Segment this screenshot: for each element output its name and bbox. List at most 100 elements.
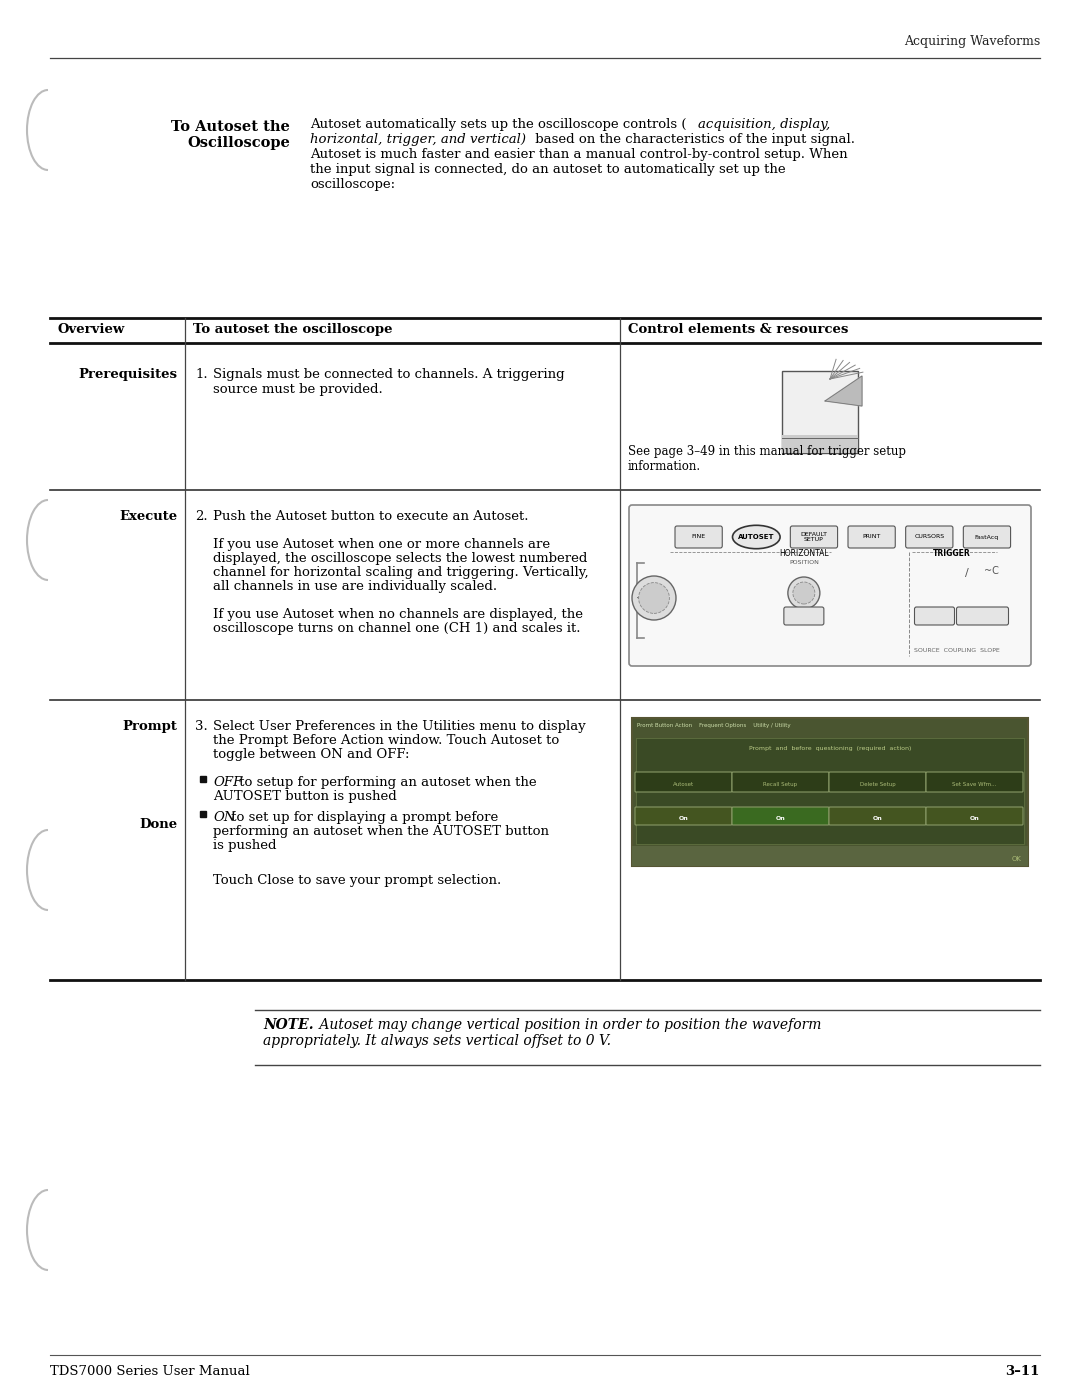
Text: Signals must be connected to channels. A triggering: Signals must be connected to channels. A… (213, 367, 565, 381)
Text: 3.: 3. (195, 719, 207, 733)
Text: is pushed: is pushed (213, 840, 276, 852)
FancyBboxPatch shape (829, 773, 926, 792)
FancyBboxPatch shape (829, 807, 926, 826)
FancyBboxPatch shape (732, 807, 829, 826)
Text: POSITION: POSITION (788, 560, 819, 564)
FancyBboxPatch shape (957, 608, 1009, 624)
Text: Oscilloscope: Oscilloscope (187, 136, 291, 149)
Text: DEFAULT
SETUP: DEFAULT SETUP (800, 532, 827, 542)
Text: ADVANCED: ADVANCED (963, 616, 1002, 622)
Text: PRINT: PRINT (863, 535, 881, 539)
Text: horizontal, trigger, and vertical): horizontal, trigger, and vertical) (310, 133, 526, 147)
Text: NOTE.: NOTE. (264, 1018, 313, 1032)
Text: Autoset may change vertical position in order to position the waveform: Autoset may change vertical position in … (315, 1018, 822, 1032)
Text: oscilloscope turns on channel one (CH 1) and scales it.: oscilloscope turns on channel one (CH 1)… (213, 622, 581, 636)
Text: TDS7000 Series User Manual: TDS7000 Series User Manual (50, 1365, 249, 1377)
Text: On: On (775, 816, 785, 821)
FancyBboxPatch shape (926, 807, 1023, 826)
Text: acquisition, display,: acquisition, display, (698, 117, 831, 131)
Text: TRIGGER: TRIGGER (933, 549, 970, 557)
Text: performing an autoset when the AUTOSET button: performing an autoset when the AUTOSET b… (213, 826, 549, 838)
Bar (782, 372, 858, 453)
Text: Control elements & resources: Control elements & resources (627, 323, 849, 337)
FancyBboxPatch shape (926, 773, 1023, 792)
Text: Prompt  and  before  questioning  (required  action): Prompt and before questioning (required … (748, 746, 912, 752)
Circle shape (793, 583, 815, 604)
Text: Autoset is much faster and easier than a manual control-by-control setup. When: Autoset is much faster and easier than a… (310, 148, 848, 161)
Text: To autoset the oscilloscope: To autoset the oscilloscope (193, 323, 392, 337)
Text: FastAcq: FastAcq (975, 535, 999, 539)
FancyBboxPatch shape (915, 608, 955, 624)
Text: On: On (873, 816, 882, 821)
Text: Set Save Wfm...: Set Save Wfm... (953, 782, 997, 787)
Text: to set up for displaying a prompt before: to set up for displaying a prompt before (227, 812, 498, 824)
Bar (632, 847, 1028, 866)
FancyBboxPatch shape (848, 527, 895, 548)
Text: If you use Autoset when one or more channels are: If you use Autoset when one or more chan… (213, 538, 550, 550)
FancyBboxPatch shape (732, 773, 829, 792)
Text: HORIZONTAL: HORIZONTAL (779, 549, 828, 557)
FancyBboxPatch shape (791, 527, 838, 548)
Text: the Prompt Before Action window. Touch Autoset to: the Prompt Before Action window. Touch A… (213, 733, 559, 747)
Text: 1.: 1. (195, 367, 207, 381)
FancyBboxPatch shape (635, 807, 732, 826)
Text: Promt Button Action    Frequent Options    Utility / Utility: Promt Button Action Frequent Options Uti… (637, 724, 791, 728)
Text: 3–11: 3–11 (1005, 1365, 1040, 1377)
Text: oscilloscope:: oscilloscope: (310, 177, 395, 191)
Ellipse shape (732, 525, 780, 549)
Text: On: On (678, 816, 688, 821)
FancyBboxPatch shape (906, 527, 953, 548)
Text: based on the characteristics of the input signal.: based on the characteristics of the inpu… (531, 133, 855, 147)
Circle shape (788, 577, 820, 609)
Text: /: / (964, 569, 969, 578)
Bar (782, 434, 858, 453)
Text: SOURCE  COUPLING  SLOPE: SOURCE COUPLING SLOPE (914, 648, 999, 652)
Circle shape (638, 583, 670, 613)
Text: ON: ON (213, 812, 235, 824)
Text: AUTOSET: AUTOSET (738, 534, 774, 541)
Text: OFF: OFF (213, 775, 242, 789)
Text: the input signal is connected, do an autoset to automatically set up the: the input signal is connected, do an aut… (310, 163, 785, 176)
Text: all channels in use are individually scaled.: all channels in use are individually sca… (213, 580, 497, 592)
Text: 2.: 2. (195, 510, 207, 522)
Text: CURSORS: CURSORS (915, 535, 944, 539)
Text: DELAY: DELAY (793, 616, 815, 622)
FancyBboxPatch shape (784, 608, 824, 624)
Text: Overview: Overview (58, 323, 125, 337)
Text: Prerequisites: Prerequisites (78, 367, 177, 381)
Text: displayed, the oscilloscope selects the lowest numbered: displayed, the oscilloscope selects the … (213, 552, 588, 564)
FancyBboxPatch shape (963, 527, 1011, 548)
Text: See page 3–49 in this manual for trigger setup: See page 3–49 in this manual for trigger… (627, 446, 906, 458)
Text: Acquiring Waveforms: Acquiring Waveforms (904, 35, 1040, 47)
Circle shape (632, 576, 676, 620)
Text: source must be provided.: source must be provided. (213, 383, 382, 395)
Text: OK: OK (1012, 856, 1022, 862)
Text: AUTOSET button is pushed: AUTOSET button is pushed (213, 789, 396, 803)
Text: Done: Done (139, 819, 177, 831)
Text: Push the Autoset button to execute an Autoset.: Push the Autoset button to execute an Au… (213, 510, 528, 522)
Text: Execute: Execute (119, 510, 177, 522)
Text: EDGE: EDGE (924, 616, 944, 622)
Text: To Autoset the: To Autoset the (171, 120, 291, 134)
Text: to setup for performing an autoset when the: to setup for performing an autoset when … (235, 775, 537, 789)
Text: Prompt: Prompt (122, 719, 177, 733)
Text: If you use Autoset when no channels are displayed, the: If you use Autoset when no channels are … (213, 608, 583, 622)
Bar (636, 738, 1024, 844)
Polygon shape (825, 376, 862, 407)
FancyBboxPatch shape (629, 504, 1031, 666)
Text: Touch Close to save your prompt selection.: Touch Close to save your prompt selectio… (213, 875, 501, 887)
Text: Autoset: Autoset (673, 782, 694, 787)
Text: Recall Setup: Recall Setup (764, 782, 797, 787)
Bar (635, 597, 645, 608)
Text: Select User Preferences in the Utilities menu to display: Select User Preferences in the Utilities… (213, 719, 585, 733)
Text: Delete Setup: Delete Setup (860, 782, 895, 787)
Text: ~C: ~C (984, 566, 999, 576)
Text: On: On (970, 816, 980, 821)
Text: Autoset automatically sets up the oscilloscope controls (: Autoset automatically sets up the oscill… (310, 117, 687, 131)
Text: appropriately. It always sets vertical offset to 0 V.: appropriately. It always sets vertical o… (264, 1034, 611, 1048)
FancyBboxPatch shape (675, 527, 723, 548)
FancyBboxPatch shape (635, 773, 732, 792)
Text: toggle between ON and OFF:: toggle between ON and OFF: (213, 747, 409, 761)
Text: FINE: FINE (691, 535, 705, 539)
Text: information.: information. (627, 460, 701, 474)
